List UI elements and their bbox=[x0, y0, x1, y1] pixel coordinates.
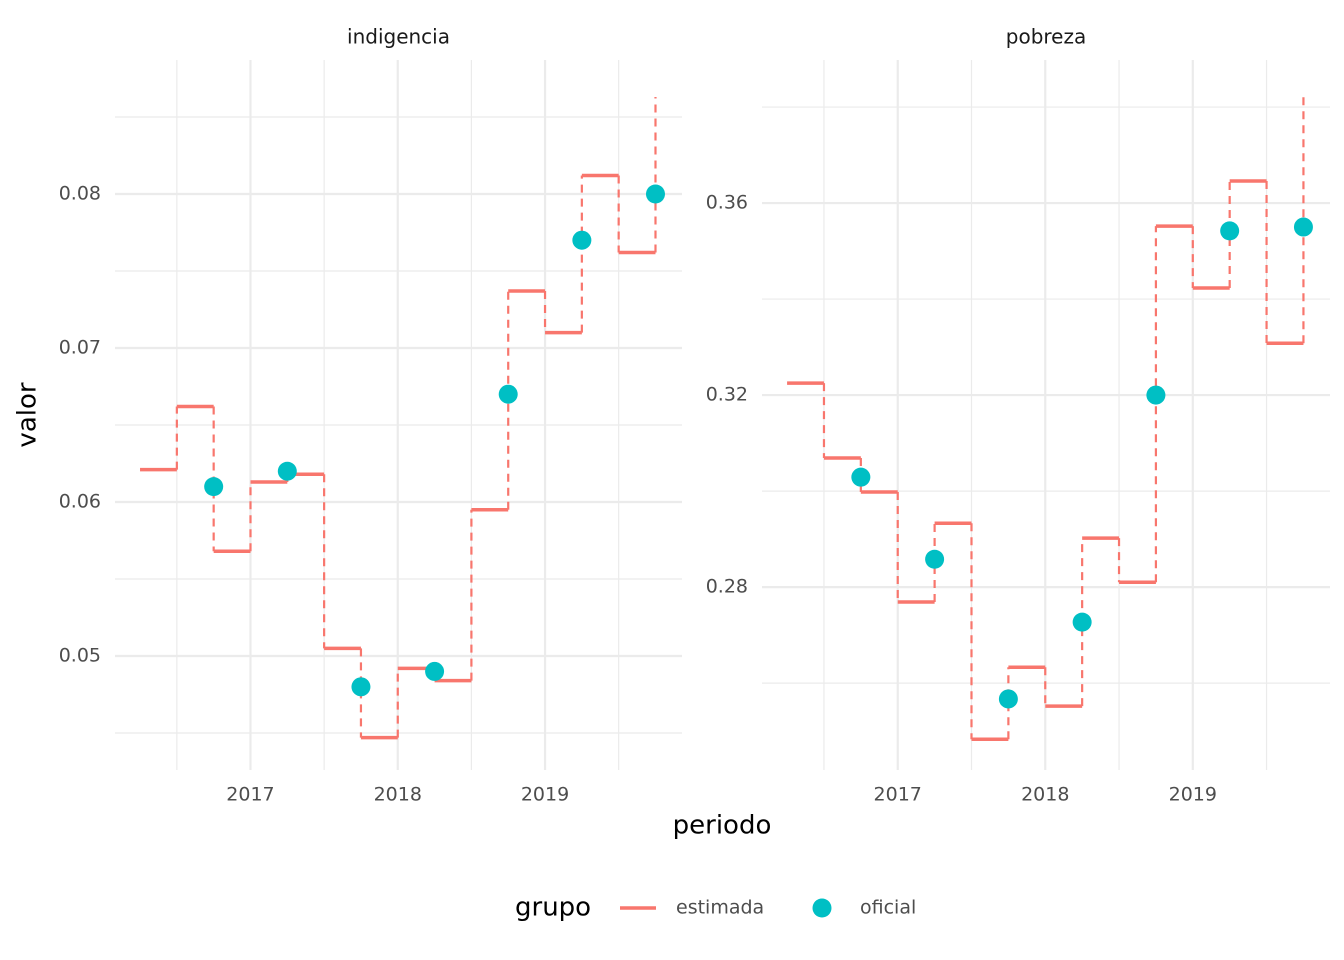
y-tick-label: 0.32 bbox=[706, 384, 748, 406]
y-axis-title: valor bbox=[13, 382, 43, 447]
x-tick-label: 2018 bbox=[1021, 784, 1069, 806]
point bbox=[572, 230, 592, 250]
point bbox=[1146, 385, 1166, 405]
point bbox=[851, 467, 871, 487]
facet-title: indigencia bbox=[347, 25, 450, 49]
point bbox=[351, 677, 371, 697]
point bbox=[425, 661, 445, 681]
legend-key bbox=[812, 898, 832, 918]
point bbox=[277, 461, 297, 481]
point bbox=[1072, 612, 1092, 632]
y-tick-label: 0.07 bbox=[59, 337, 101, 359]
x-tick-label: 2018 bbox=[374, 784, 422, 806]
point bbox=[1220, 221, 1240, 241]
x-tick-label: 2019 bbox=[1169, 784, 1217, 806]
point bbox=[925, 549, 945, 569]
y-tick-label: 0.05 bbox=[59, 645, 101, 667]
x-tick-label: 2017 bbox=[874, 784, 922, 806]
legend-label: oficial bbox=[860, 897, 916, 919]
point bbox=[204, 477, 224, 497]
y-tick-label: 0.06 bbox=[59, 491, 101, 513]
x-tick-label: 2019 bbox=[521, 784, 569, 806]
point bbox=[1293, 217, 1313, 237]
y-tick-label: 0.36 bbox=[706, 192, 748, 214]
y-tick-label: 0.08 bbox=[59, 182, 101, 204]
x-axis-title: periodo bbox=[673, 811, 772, 841]
facet-title: pobreza bbox=[1006, 25, 1086, 49]
legend-label: estimada bbox=[676, 897, 764, 919]
point bbox=[498, 384, 518, 404]
y-tick-label: 0.28 bbox=[706, 576, 748, 598]
point bbox=[998, 689, 1018, 709]
x-tick-label: 2017 bbox=[226, 784, 274, 806]
point bbox=[645, 184, 665, 204]
legend-title: grupo bbox=[515, 893, 591, 923]
